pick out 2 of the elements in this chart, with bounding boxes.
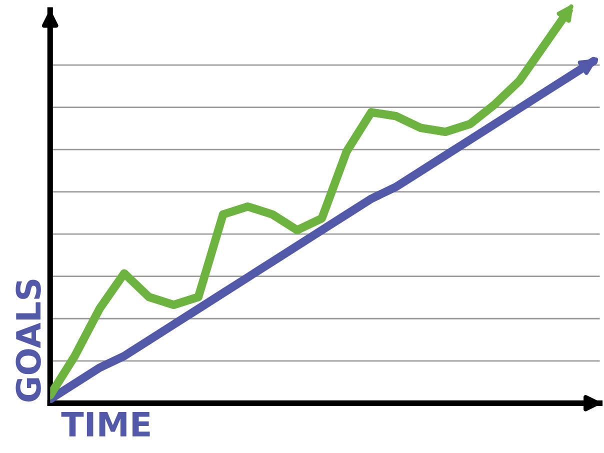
y-axis-title: GOALS [16, 280, 41, 402]
x-axis-title: TIME [61, 412, 150, 436]
